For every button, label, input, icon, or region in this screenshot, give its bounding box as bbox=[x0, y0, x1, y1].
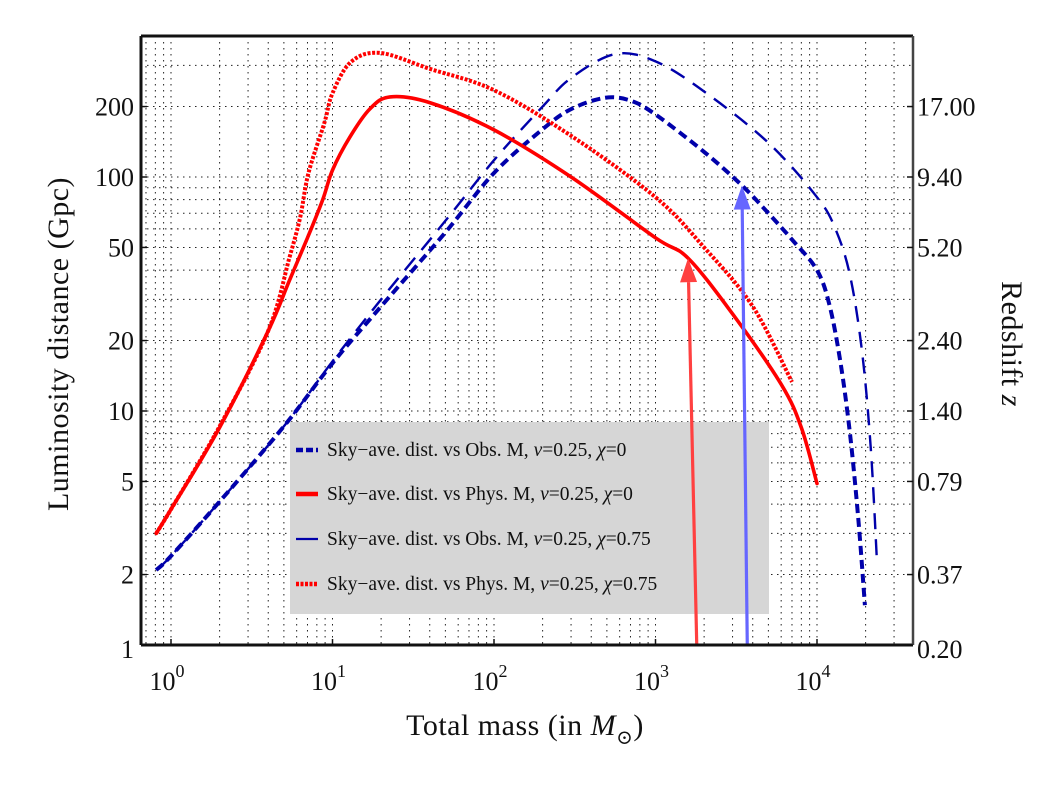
y-right-tick-label: 17.00 bbox=[917, 93, 976, 122]
arrow-annotation bbox=[733, 185, 751, 645]
y-tick-label: 100 bbox=[95, 163, 134, 192]
legend-label: Sky−ave. dist. vs Phys. M, ν=0.25, χ=0 bbox=[327, 484, 633, 505]
series-line-solid bbox=[154, 94, 819, 536]
arrow-head bbox=[680, 258, 698, 283]
y-right-tick-label: 0.20 bbox=[917, 635, 963, 664]
y-right-tick-label: 0.37 bbox=[917, 561, 963, 590]
y-tick-label: 1 bbox=[121, 635, 134, 664]
arrow-shaft bbox=[740, 209, 749, 645]
legend-label: Sky−ave. dist. vs Obs. M, ν=0.25, χ=0.75 bbox=[327, 529, 651, 550]
legend: Sky−ave. dist. vs Obs. M, ν=0.25, χ=0 Sky… bbox=[290, 422, 769, 614]
series-layer bbox=[154, 50, 879, 606]
series-line-thin-dashed bbox=[155, 52, 879, 571]
ticks: 100 101 102 103 104 1 2 5 10 20 50 100 200 0.20 0.37 0.… bbox=[95, 93, 976, 696]
y-right-tick-label: 5.20 bbox=[917, 233, 963, 262]
series-line-thick-dashed bbox=[154, 95, 867, 606]
grid bbox=[141, 36, 913, 645]
legend-box bbox=[290, 422, 769, 614]
arrow-shaft bbox=[686, 282, 699, 645]
x-tick-label: 102 bbox=[473, 661, 508, 696]
x-axis-title: Total mass (in M⊙) bbox=[406, 709, 644, 749]
x-tick-label: 103 bbox=[634, 661, 669, 696]
y-axis-right-title: Redshift z bbox=[995, 281, 1028, 407]
legend-label: Sky−ave. dist. vs Phys. M, ν=0.25, χ=0.7… bbox=[327, 574, 657, 595]
x-tick-label: 101 bbox=[311, 661, 346, 696]
y-tick-label: 2 bbox=[121, 561, 134, 590]
y-axis-title: Luminosity distance (Gpc) bbox=[42, 177, 75, 511]
y-right-tick-label: 1.40 bbox=[917, 397, 963, 426]
arrow-head bbox=[733, 185, 751, 210]
x-tick-label: 104 bbox=[796, 661, 831, 696]
y-tick-label: 10 bbox=[108, 397, 134, 426]
y-right-tick-label: 2.40 bbox=[917, 327, 963, 356]
y-right-tick-label: 0.79 bbox=[917, 467, 963, 496]
y-tick-label: 50 bbox=[108, 233, 134, 262]
annotations bbox=[680, 185, 751, 645]
y-tick-label: 200 bbox=[95, 93, 134, 122]
y-tick-label: 5 bbox=[121, 467, 134, 496]
y-right-tick-label: 9.40 bbox=[917, 163, 963, 192]
legend-label: Sky−ave. dist. vs Obs. M, ν=0.25, χ=0 bbox=[327, 440, 626, 461]
arrow-annotation bbox=[680, 258, 699, 645]
x-tick-label: 100 bbox=[150, 661, 185, 696]
y-tick-label: 20 bbox=[108, 327, 134, 356]
